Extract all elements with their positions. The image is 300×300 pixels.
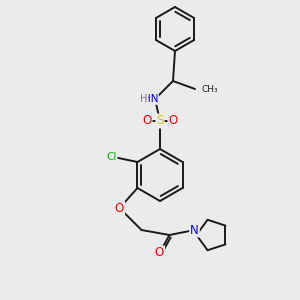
Text: O: O (168, 115, 178, 128)
Text: CH₃: CH₃ (201, 85, 217, 94)
Text: N: N (190, 224, 199, 236)
Text: Cl: Cl (106, 152, 117, 162)
Text: O: O (155, 247, 164, 260)
Text: S: S (156, 115, 164, 128)
Text: O: O (115, 202, 124, 214)
Text: HN: HN (142, 94, 158, 104)
Text: O: O (142, 115, 152, 128)
Text: H: H (140, 94, 148, 104)
